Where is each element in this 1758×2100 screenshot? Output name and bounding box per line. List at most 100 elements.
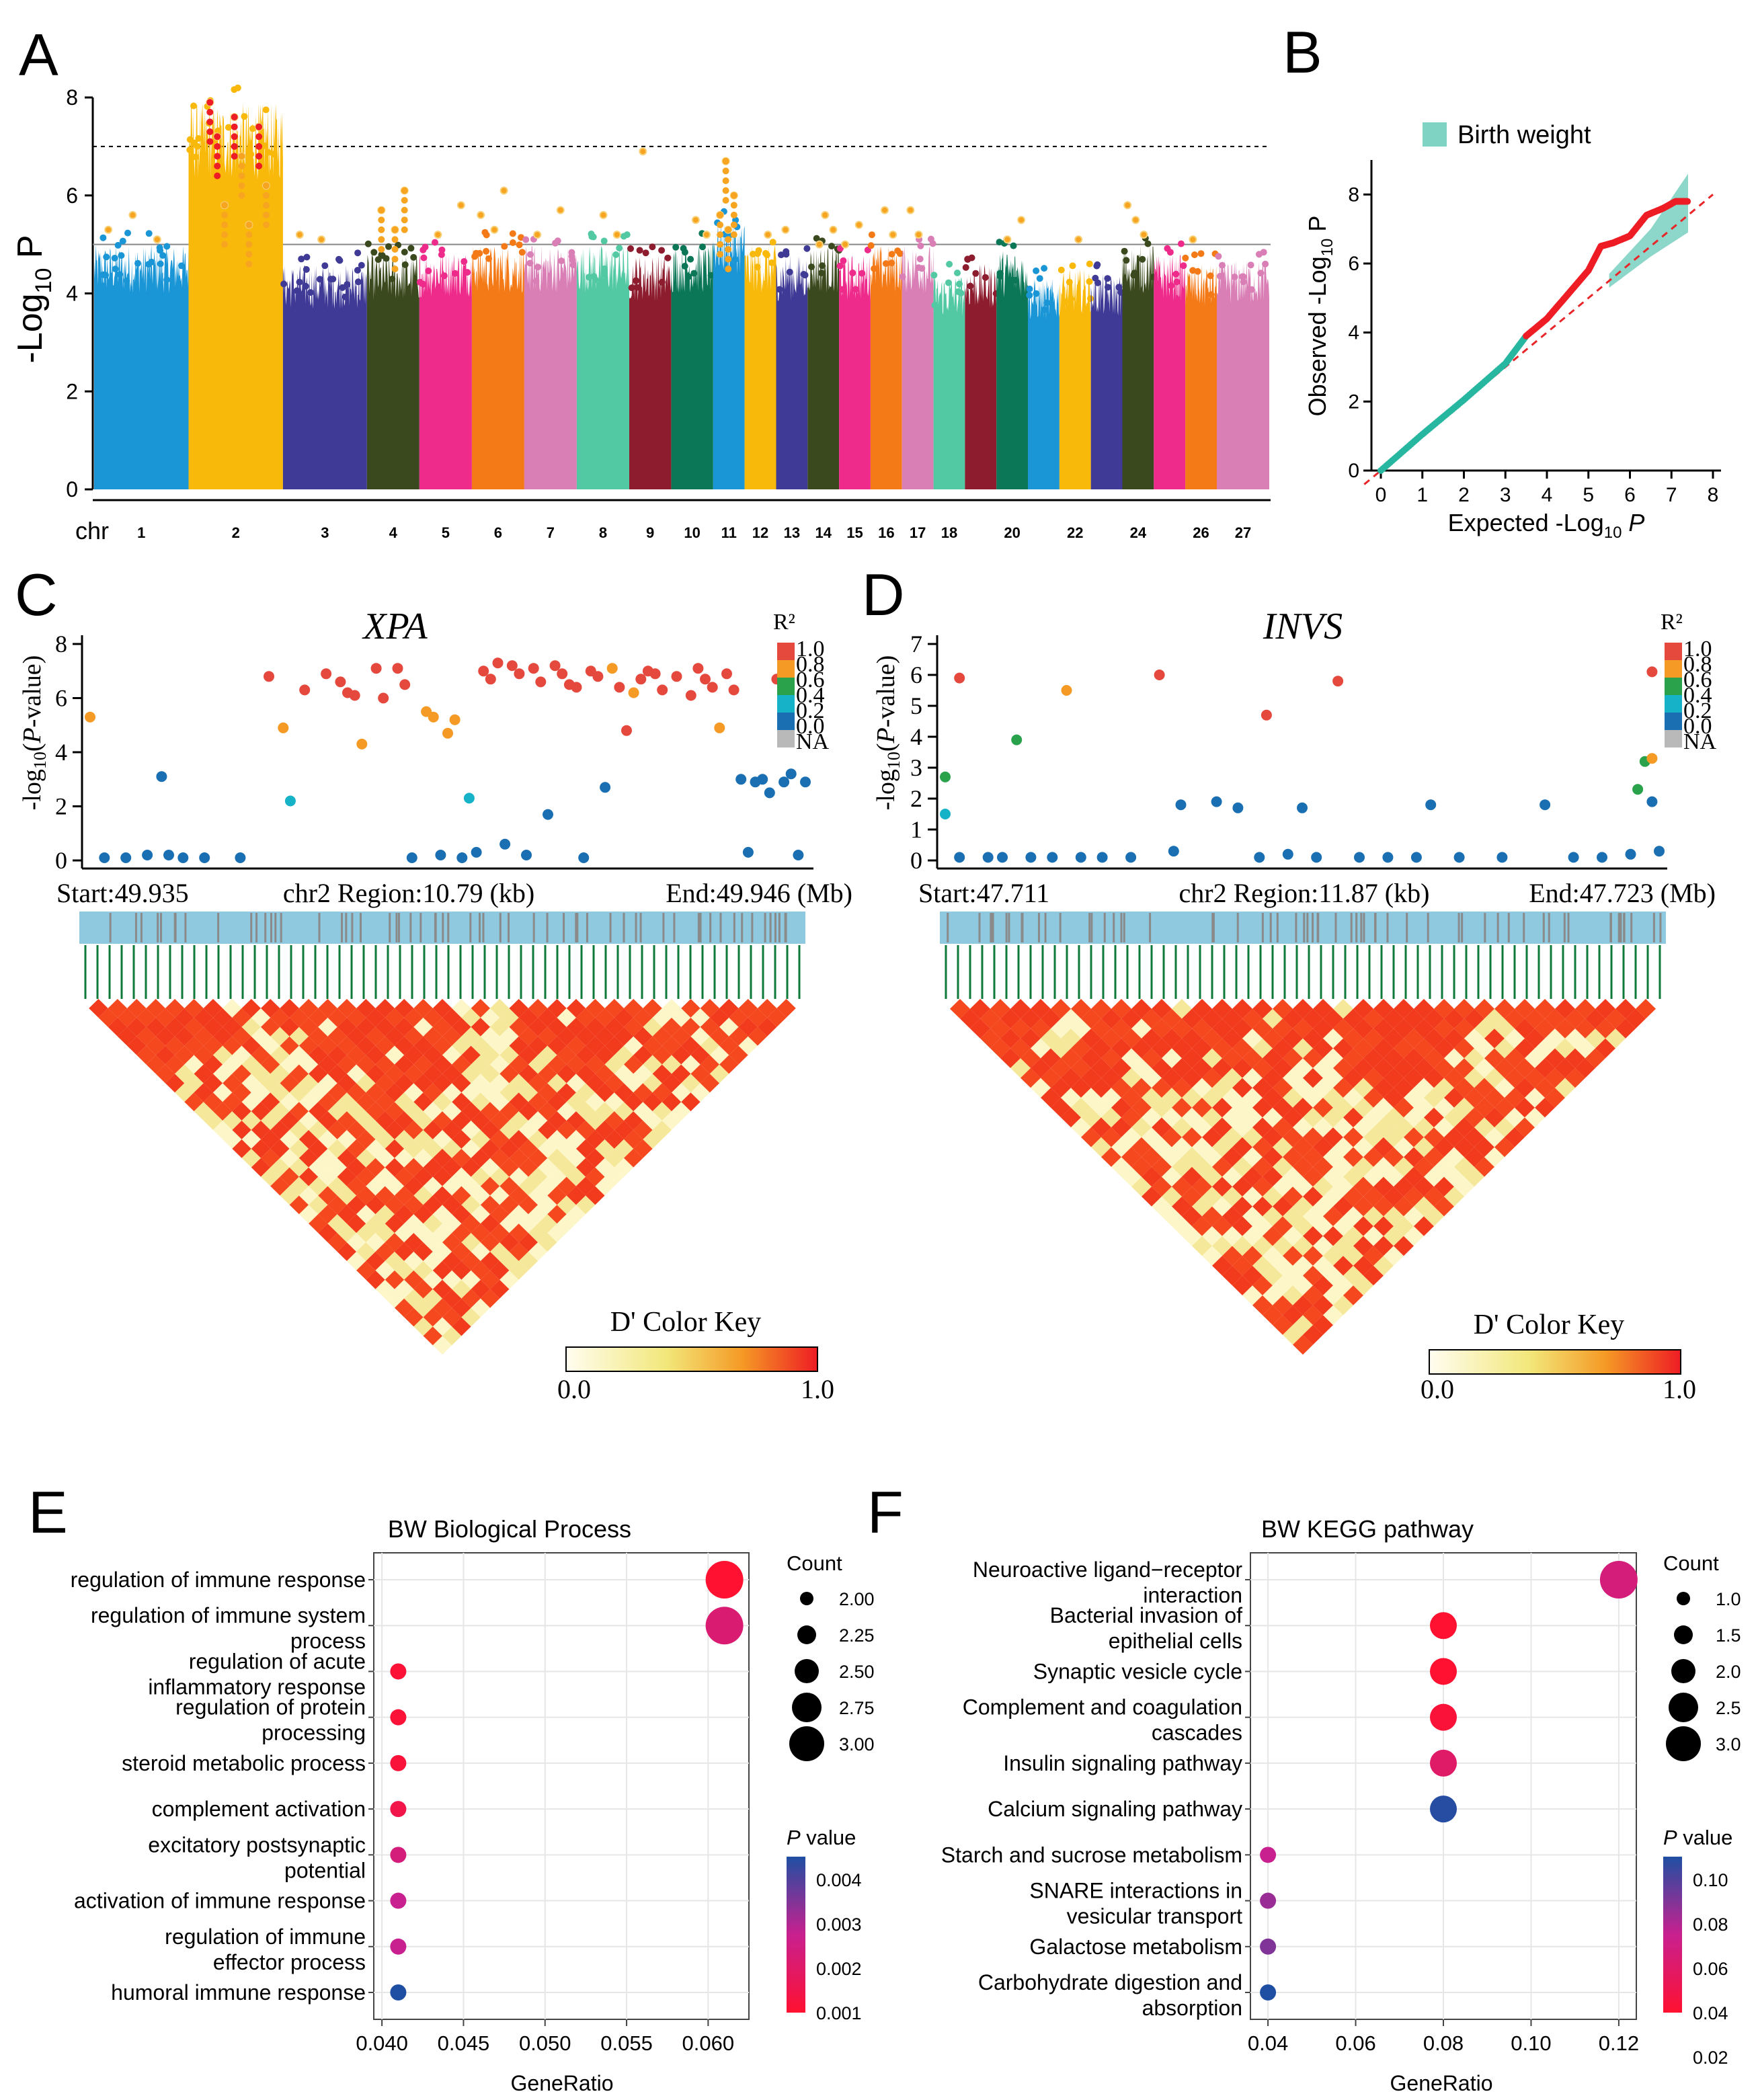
- snp-point: [569, 261, 577, 269]
- ld-cell: [528, 1055, 548, 1074]
- p-legend-label: 0.10: [1693, 1870, 1728, 1890]
- ld-cell: [366, 1233, 385, 1252]
- ld-cell: [500, 1008, 519, 1027]
- snp-point: [262, 106, 270, 114]
- chromosome-7-points: [524, 245, 577, 489]
- ld-cell: [990, 999, 1010, 1019]
- ld-cell: [547, 1167, 567, 1186]
- ld-cell: [538, 1214, 557, 1234]
- snp-point: [534, 264, 542, 271]
- ld-cell: [270, 1102, 290, 1121]
- snp-point: [1036, 275, 1043, 282]
- ld-cell: [538, 1158, 557, 1177]
- snp-point: [783, 251, 790, 258]
- significant-snp: [262, 221, 270, 229]
- term-label: Complement and coagulation: [963, 1695, 1242, 1720]
- snp-point: [1010, 242, 1017, 249]
- ld-cell: [155, 1064, 175, 1084]
- ld-cell: [538, 1102, 557, 1121]
- ld-cell: [662, 999, 682, 1018]
- snp-point: [931, 302, 938, 309]
- snp-point: [636, 247, 643, 254]
- association-snp: [1211, 796, 1222, 807]
- snp-point: [1166, 249, 1174, 256]
- association-snp: [1625, 848, 1636, 860]
- significant-snp: [245, 260, 253, 268]
- ld-cell: [223, 1055, 242, 1074]
- ld-cell: [586, 1036, 605, 1055]
- ld-cell: [652, 1064, 672, 1084]
- significant-snp: [221, 221, 228, 229]
- ld-cell: [184, 1092, 204, 1112]
- ld-cell: [165, 999, 185, 1018]
- ld-cell: [490, 1017, 510, 1037]
- snp-point: [664, 254, 672, 261]
- chromosome-22-points: [1059, 269, 1091, 489]
- association-snp: [721, 668, 732, 680]
- ld-cell: [346, 1195, 366, 1215]
- significant-snp: [214, 133, 221, 140]
- snp-point: [1207, 291, 1215, 298]
- significant-snp: [730, 221, 737, 229]
- association-snp: [1646, 753, 1658, 764]
- association-snp: [1075, 852, 1086, 863]
- region-start-c: Start:49.935: [56, 878, 189, 908]
- significant-snp: [815, 240, 824, 249]
- snp-point: [1177, 240, 1185, 247]
- ld-cell: [633, 1083, 653, 1102]
- snp-point: [425, 268, 432, 274]
- snp-point: [633, 277, 640, 284]
- significant-snp: [391, 245, 399, 253]
- region-end-d: End:47.723 (Mb): [1529, 878, 1716, 908]
- association-snp: [1047, 852, 1058, 863]
- ld-cell: [346, 1176, 366, 1196]
- association-snp: [349, 690, 360, 701]
- significant-snp: [906, 206, 915, 214]
- ld-cell: [289, 1026, 309, 1046]
- ld-cell: [643, 1055, 662, 1074]
- ld-cell: [404, 1289, 424, 1308]
- p-legend-label: 0.02: [1693, 2048, 1728, 2068]
- ld-cell: [547, 1111, 567, 1130]
- association-snp: [235, 852, 246, 863]
- significant-snp: [599, 210, 608, 219]
- ld-cell: [509, 1055, 528, 1074]
- chromosome-label-3: 3: [321, 524, 329, 541]
- significant-snp: [1140, 231, 1148, 239]
- ld-cell: [1232, 999, 1252, 1019]
- snp-point: [261, 142, 268, 149]
- ld-cell: [127, 1017, 147, 1037]
- association-snp: [442, 727, 453, 739]
- ld-cell: [575, 1064, 596, 1084]
- ld-cell: [270, 1064, 290, 1084]
- ld-cell: [385, 1214, 405, 1234]
- significant-snp: [764, 231, 772, 239]
- ld-cell: [575, 1139, 596, 1158]
- count-legend-dot: [800, 1592, 813, 1605]
- chromosome-24-points: [1122, 245, 1154, 489]
- term-label: SNARE interactions in: [1029, 1879, 1242, 1903]
- ld-cell: [490, 1242, 510, 1261]
- count-legend-label: 1.0: [1716, 1589, 1741, 1609]
- ld-cell: [251, 1083, 271, 1102]
- term-label: excitatory postsynaptic: [148, 1832, 366, 1857]
- chromosome-label-14: 14: [815, 524, 832, 541]
- significant-snp: [221, 231, 228, 239]
- ld-cell: [309, 1214, 328, 1234]
- snp-point: [956, 280, 963, 288]
- ld-cell: [155, 1008, 175, 1027]
- significant-snp: [262, 202, 270, 209]
- association-snp: [471, 846, 482, 858]
- ld-cell: [471, 1111, 491, 1130]
- ld-cell: [146, 1055, 165, 1074]
- ld-cell: [452, 1279, 471, 1299]
- snp-point: [432, 239, 438, 246]
- ld-cell: [404, 1195, 424, 1215]
- snp-point: [483, 231, 490, 239]
- ld-cell: [346, 1102, 366, 1121]
- gene-title-xpa: XPA: [362, 606, 428, 647]
- ld-cell: [270, 1008, 290, 1027]
- snp-point: [776, 286, 783, 293]
- ld-cell: [633, 1026, 653, 1046]
